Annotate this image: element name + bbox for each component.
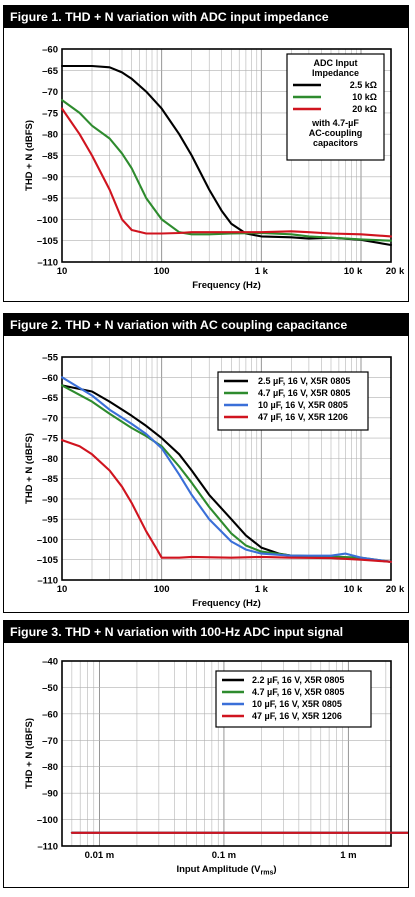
y-tick-label: –60 bbox=[42, 45, 58, 56]
x-axis: 10 100 1 k 10 k 20 k bbox=[57, 266, 405, 277]
y-tick-label: –95 bbox=[42, 194, 59, 205]
x-tick-label: 100 bbox=[154, 584, 170, 595]
legend-note: AC-coupling bbox=[309, 128, 363, 138]
x-axis: 10 100 1 k 10 k 20 k bbox=[57, 584, 405, 595]
legend-label-1: 2.5 µF, 16 V, X5R 0805 bbox=[258, 376, 350, 386]
series-group bbox=[60, 64, 393, 247]
x-tick-label: 10 k bbox=[344, 266, 363, 277]
legend-label-3: 10 µF, 16 V, X5R 0805 bbox=[258, 400, 348, 410]
y-axis-title: THD + N (dBFS) bbox=[24, 120, 35, 191]
x-tick-label: 1 k bbox=[255, 266, 269, 277]
series-line-2 bbox=[70, 831, 408, 834]
y-axis: –60 –65 –70 –75 –80 –85 –90 –95 –100 –105 –110 bbox=[37, 45, 59, 269]
y-tick-label: –65 bbox=[42, 393, 59, 404]
legend-label-4: 47 µF, 16 V, X5R 1206 bbox=[258, 412, 348, 422]
y-tick-label: –60 bbox=[42, 709, 58, 720]
y-tick-label: –85 bbox=[42, 151, 59, 162]
y-tick-label: –100 bbox=[37, 815, 58, 826]
series-line-4 bbox=[60, 439, 393, 563]
x-tick-label: 20 k bbox=[386, 266, 405, 277]
y-axis-title: THD + N (dBFS) bbox=[24, 433, 35, 504]
y-tick-label: –90 bbox=[42, 494, 58, 505]
legend-label-3: 20 kΩ bbox=[352, 104, 377, 114]
y-tick-label: –70 bbox=[42, 87, 58, 98]
y-tick-label: –90 bbox=[42, 789, 58, 800]
x-tick-label: 10 bbox=[57, 266, 68, 277]
y-tick-label: –40 bbox=[42, 657, 58, 668]
x-tick-label: 10 bbox=[57, 584, 68, 595]
y-tick-label: –100 bbox=[37, 215, 58, 226]
y-tick-label: –110 bbox=[37, 576, 58, 587]
series-line-1 bbox=[70, 831, 408, 834]
y-tick-label: –75 bbox=[42, 108, 59, 119]
y-tick-label: –75 bbox=[42, 434, 59, 445]
x-tick-label: 20 k bbox=[386, 584, 405, 595]
y-tick-label: –95 bbox=[42, 515, 59, 526]
y-tick-label: –55 bbox=[42, 353, 59, 364]
series-line-3 bbox=[60, 107, 393, 238]
figure-1-title: Figure 1. THD + N variation with ADC inp… bbox=[4, 6, 408, 28]
x-tick-label: 0.1 m bbox=[212, 850, 236, 861]
y-tick-label: –70 bbox=[42, 413, 58, 424]
x-axis-title: Input Amplitude (Vrms) bbox=[176, 864, 276, 877]
plot-frame bbox=[61, 660, 392, 847]
legend-label-2: 4.7 µF, 16 V, X5R 0805 bbox=[258, 388, 350, 398]
y-tick-label: –110 bbox=[37, 258, 58, 269]
y-tick-label: –80 bbox=[42, 130, 58, 141]
y-tick-label: –90 bbox=[42, 172, 58, 183]
x-tick-label: 0.01 m bbox=[85, 850, 115, 861]
legend-title: ADC Input bbox=[314, 58, 358, 68]
y-tick-label: –80 bbox=[42, 454, 58, 465]
legend-label-4: 47 µF, 16 V, X5R 1206 bbox=[252, 711, 342, 721]
y-tick-label: –100 bbox=[37, 535, 58, 546]
legend-label-1: 2.2 µF, 16 V, X5R 0805 bbox=[252, 675, 344, 685]
x-axis: 0.01 m0.1 m1 m0.010.112 bbox=[85, 850, 357, 861]
figure-2-chart: –55–60–65–70–75–80–85–90–95–100–105–1101… bbox=[24, 353, 405, 610]
x-tick-label: 100 bbox=[154, 266, 170, 277]
legend: 2.2 µF, 16 V, X5R 0805 4.7 µF, 16 V, X5R … bbox=[215, 670, 372, 728]
y-axis: –40 –50 –60 –70 –80 –90 –100 –110 bbox=[37, 657, 58, 853]
y-tick-label: –105 bbox=[37, 236, 59, 247]
y-tick-label: –50 bbox=[42, 683, 58, 694]
x-tick-label: 1 k bbox=[255, 584, 269, 595]
plot-frame bbox=[61, 356, 392, 581]
legend-box bbox=[286, 53, 385, 161]
figure-2-panel: Figure 2. THD + N variation with AC coup… bbox=[3, 313, 409, 613]
legend-label-3: 10 µF, 16 V, X5R 0805 bbox=[252, 699, 342, 709]
series-group bbox=[60, 376, 393, 563]
plot-frame bbox=[61, 48, 392, 263]
y-tick-label: –105 bbox=[37, 555, 59, 566]
y-tick-label: –60 bbox=[42, 373, 58, 384]
x-axis-title: Frequency (Hz) bbox=[192, 598, 261, 609]
series-line-3 bbox=[60, 376, 393, 563]
legend-label-2: 10 kΩ bbox=[352, 92, 377, 102]
x-axis-title: Frequency (Hz) bbox=[192, 280, 261, 291]
legend-label-1: 2.5 kΩ bbox=[350, 80, 377, 90]
legend-label-2: 4.7 µF, 16 V, X5R 0805 bbox=[252, 687, 344, 697]
figure-3-title: Figure 3. THD + N variation with 100-Hz … bbox=[4, 621, 408, 643]
series-line-1 bbox=[60, 64, 393, 247]
y-tick-label: –85 bbox=[42, 474, 59, 485]
y-tick-label: –80 bbox=[42, 762, 58, 773]
figure-2-title: Figure 2. THD + N variation with AC coup… bbox=[4, 314, 408, 336]
x-tick-label: 10 k bbox=[344, 584, 363, 595]
figure-3-chart: –40 –50 –60 –70 –80 –90 –100 –110 0.01 m 0.1 m 1 m… bbox=[24, 657, 408, 877]
y-tick-label: –70 bbox=[42, 736, 58, 747]
y-axis: –55 –60 –65 –70 –75 –80 –85 –90 –95 –100 –105 –110 bbox=[37, 353, 59, 587]
legend-title: Impedance bbox=[312, 68, 359, 78]
legend-note: with 4.7-µF bbox=[311, 118, 359, 128]
x-tick-label: 1 m bbox=[340, 850, 356, 861]
legend: 2.5 µF, 16 V, X5R 0805 4.7 µF, 16 V, X5R … bbox=[217, 371, 369, 431]
figure-3-panel: Figure 3. THD + N variation with 100-Hz … bbox=[3, 620, 409, 888]
y-tick-label: –65 bbox=[42, 66, 59, 77]
legend-note: capacitors bbox=[313, 138, 358, 148]
figure-1-panel: Figure 1. THD + N variation with ADC inp… bbox=[3, 5, 409, 302]
y-tick-label: –110 bbox=[37, 842, 58, 853]
y-axis-title: THD + N (dBFS) bbox=[24, 718, 35, 789]
